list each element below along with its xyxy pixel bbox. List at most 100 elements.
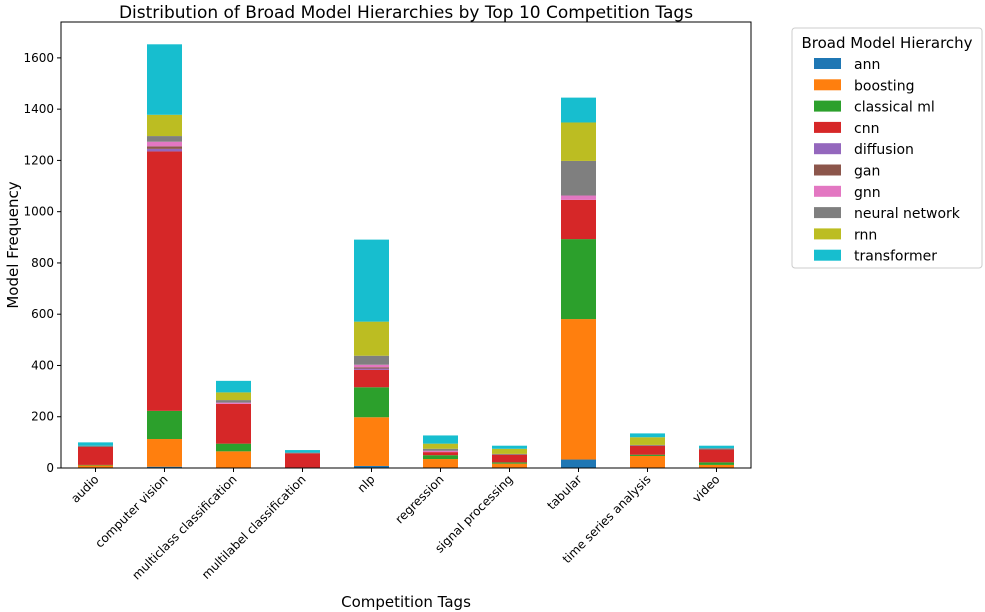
bar-segment-diffusion-computer-vision [147, 148, 182, 152]
bar-segment-classical-ml-time-series-analysis [630, 454, 665, 456]
bar-segment-boosting-audio [78, 465, 113, 468]
plot-area [60, 21, 752, 469]
legend-label-cnn: cnn [854, 121, 879, 137]
x-tick-label: video [690, 472, 723, 505]
x-tick-label: regression [393, 472, 447, 526]
bar-segment-rnn-regression [423, 443, 458, 449]
bar-segment-transformer-nlp [354, 239, 389, 322]
legend-swatch-transformer [814, 249, 841, 261]
bar-segment-boosting-regression [423, 459, 458, 468]
legend-label-transformer: transformer [854, 249, 937, 265]
bar-segment-rnn-signal-processing [492, 448, 527, 454]
bar-segment-cnn-regression [423, 452, 458, 456]
x-tick-label: computer vision [92, 472, 170, 550]
legend-label-gan: gan [854, 164, 880, 180]
bar-segment-diffusion-nlp [354, 368, 389, 370]
bar-segment-boosting-time-series-analysis [630, 455, 665, 468]
bar-segment-rnn-time-series-analysis [630, 437, 665, 445]
y-axis: 0 200 400 600 800 1000 1200 1400 1600 [23, 51, 61, 475]
bar-segment-cnn-multiclass-classification [216, 403, 251, 444]
bar-segment-gnn-multiclass-classification [216, 402, 251, 404]
legend-label-diffusion: diffusion [854, 142, 914, 158]
bar-segment-boosting-signal-processing [492, 463, 527, 468]
bar-segment-rnn-computer-vision [147, 114, 182, 137]
bar-segment-transformer-video [699, 445, 734, 449]
chart-title: Distribution of Broad Model Hierarchies … [119, 3, 693, 23]
bar-segment-boosting-computer-vision [147, 439, 182, 467]
bar-segment-boosting-multiclass-classification [216, 451, 251, 468]
legend-label-ann: ann [854, 57, 880, 73]
y-tick-label: 0 [46, 461, 54, 475]
bar-segment-neural-network-audio [78, 445, 113, 447]
legend-title: Broad Model Hierarchy [801, 34, 972, 52]
x-tick-label: tabular [544, 472, 584, 512]
bar-segment-ann-nlp [354, 465, 389, 468]
bar-segment-classical-ml-computer-vision [147, 410, 182, 440]
bar-segment-classical-ml-audio [78, 464, 113, 466]
legend-swatch-neural-network [814, 207, 841, 219]
bar-segment-neural-network-regression [423, 448, 458, 451]
bar-segment-ann-tabular [561, 459, 596, 468]
bar-segment-neural-network-video [699, 448, 734, 450]
y-tick-label: 400 [31, 358, 54, 372]
bar-segment-cnn-audio [78, 446, 113, 465]
bar-segment-cnn-signal-processing [492, 454, 527, 463]
x-tick-label: signal processing [432, 472, 515, 555]
bar-segment-neural-network-computer-vision [147, 136, 182, 142]
bar-segment-classical-ml-multiclass-classification [216, 443, 251, 452]
legend-label-boosting: boosting [854, 78, 914, 94]
bar-segment-transformer-signal-processing [492, 445, 527, 449]
y-axis-label: Model Frequency [4, 181, 22, 308]
legend-swatch-ann [814, 58, 841, 69]
x-axis-label: Competition Tags [341, 593, 471, 611]
bar-segment-transformer-regression [423, 435, 458, 444]
legend-swatch-classical-ml [814, 100, 841, 112]
bar-segment-neural-network-multilabel-classification [285, 452, 320, 454]
y-tick-label: 1000 [23, 205, 54, 219]
bar-segment-gnn-regression [423, 450, 458, 453]
bar-segment-neural-network-multiclass-classification [216, 400, 251, 403]
bar-segment-gnn-computer-vision [147, 141, 182, 147]
bar-segment-transformer-audio [78, 442, 113, 446]
legend-swatch-cnn [814, 121, 841, 133]
bar-segment-cnn-time-series-analysis [630, 445, 665, 455]
bar-segment-classical-ml-tabular [561, 239, 596, 320]
bar-segment-neural-network-tabular [561, 160, 596, 196]
bar-segment-classical-ml-video [699, 462, 734, 465]
y-tick-label: 1400 [23, 102, 54, 116]
legend-swatch-gnn [814, 185, 841, 197]
bar-segment-transformer-multilabel-classification [285, 450, 320, 453]
bar-segment-neural-network-time-series-analysis [630, 444, 665, 446]
bar-segment-rnn-tabular [561, 122, 596, 161]
bar-segment-classical-ml-signal-processing [492, 462, 527, 464]
y-tick-label: 1200 [23, 153, 54, 167]
bar-segment-neural-network-nlp [354, 355, 389, 365]
bar-segment-gnn-tabular [561, 195, 596, 200]
x-tick-label: nlp [355, 472, 378, 495]
y-tick-label: 1600 [23, 51, 54, 65]
legend-label-neural-network: neural network [854, 206, 961, 222]
bar-segment-cnn-nlp [354, 369, 389, 388]
bar-segment-ann-computer-vision [147, 466, 182, 468]
bar-segment-boosting-video [699, 464, 734, 468]
y-tick-label: 200 [31, 410, 54, 424]
legend-swatch-boosting [814, 79, 841, 91]
bar-segment-transformer-time-series-analysis [630, 433, 665, 438]
bar-segment-boosting-nlp [354, 417, 389, 466]
bar-segment-gan-computer-vision [147, 146, 182, 149]
bar-segment-gan-nlp [354, 367, 389, 369]
bar-segment-classical-ml-nlp [354, 387, 389, 418]
y-tick-label: 800 [31, 256, 54, 270]
bar-segment-cnn-tabular [561, 199, 596, 240]
bar-segment-classical-ml-regression [423, 455, 458, 460]
legend-swatch-diffusion [814, 143, 841, 155]
legend-label-classical-ml: classical ml [854, 100, 935, 116]
plot-frame [60, 21, 752, 469]
bar-segment-cnn-video [699, 449, 734, 463]
x-tick-label: audio [68, 472, 101, 505]
bar-segment-cnn-computer-vision [147, 151, 182, 411]
bar-segment-transformer-multiclass-classification [216, 380, 251, 393]
bar-segment-cnn-multilabel-classification [285, 453, 320, 468]
